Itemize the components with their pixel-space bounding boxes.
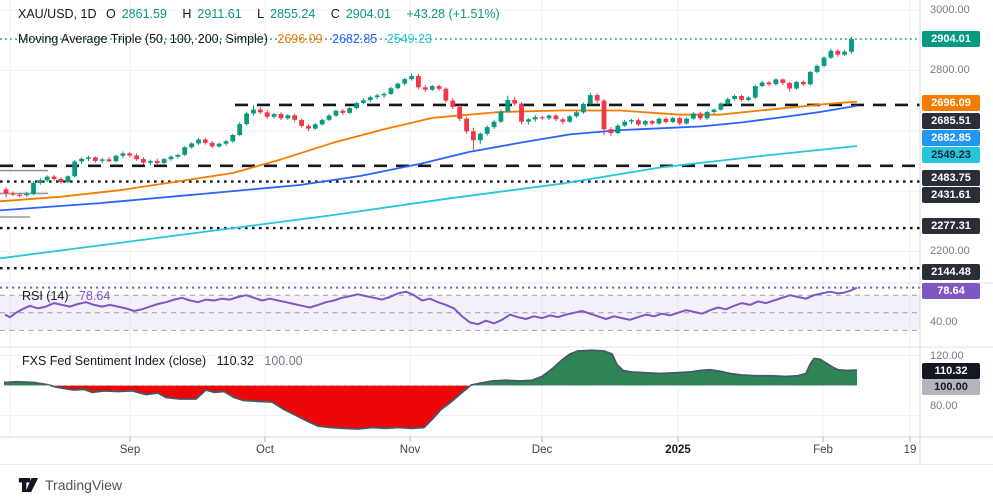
price-badge: 2904.01	[922, 31, 980, 47]
price-badge: 2696.09	[922, 95, 980, 111]
tradingview-attribution[interactable]: TradingView	[18, 476, 122, 494]
tradingview-logo-icon	[18, 478, 39, 492]
price-badge: 2483.75	[922, 169, 980, 186]
symbol-legend-row[interactable]: XAU/USD, 1D O 2861.59 H 2911.61 L 2855.24 C…	[18, 7, 506, 21]
rsi-legend-row[interactable]: RSI (14) 78.64	[22, 289, 110, 303]
time-axis-label: 19	[903, 444, 917, 456]
time-axis-label: Oct	[256, 444, 274, 456]
price-badge: 2277.31	[922, 218, 980, 234]
price-badge: 100.00	[922, 378, 980, 395]
price-badge: 2682.85	[922, 129, 980, 146]
scale-label: 2200.00	[930, 245, 970, 258]
fxs-value: 110.32	[216, 354, 254, 368]
ma-indicator-title: Moving Average Triple (50, 100, 200, Sim…	[18, 32, 268, 46]
time-axis-label: 2025	[665, 444, 691, 456]
rsi-value: 78.64	[79, 289, 111, 303]
price-badge: 2549.23	[922, 146, 980, 163]
symbol-title: XAU/USD, 1D	[18, 7, 97, 21]
time-axis-label: Nov	[399, 444, 421, 456]
time-axis-label: Dec	[531, 444, 553, 456]
price-badge: 78.64	[922, 283, 980, 299]
scale-label: 40.00	[930, 315, 958, 328]
ohlc-open: O 2861.59	[105, 7, 167, 21]
price-badge: 2685.51	[922, 112, 980, 129]
fxs-indicator-title: FXS Fed Sentiment Index (close)	[22, 354, 207, 368]
ohlc-low: L 2855.24	[257, 7, 316, 21]
scale-label: 3000.00	[930, 4, 970, 16]
ma100-value: 2682.85	[332, 32, 378, 46]
ohlc-close: C 2904.01	[330, 7, 392, 21]
fxs-legend-row[interactable]: FXS Fed Sentiment Index (close) 110.32 1…	[22, 354, 303, 368]
price-badge: 110.32	[922, 363, 980, 379]
time-axis-label: Sep	[119, 444, 141, 456]
time-axis-label: Feb	[813, 444, 833, 456]
rsi-indicator-title: RSI (14)	[22, 289, 69, 303]
price-change: +43.28 (+1.51%)	[406, 7, 500, 21]
ma50-value: 2696.09	[277, 32, 323, 46]
fxs-baseline-value: 100.00	[264, 354, 303, 368]
scale-label: 2800.00	[930, 64, 970, 77]
price-badge: 2431.61	[922, 187, 980, 203]
ma200-value: 2549.23	[386, 32, 432, 46]
scale-label: 120.00	[930, 349, 964, 362]
tradingview-brand-text: TradingView	[45, 477, 123, 493]
ma-legend-row[interactable]: Moving Average Triple (50, 100, 200, Sim…	[18, 32, 438, 46]
price-badge: 2144.48	[922, 264, 980, 280]
scale-label: 80.00	[930, 400, 958, 412]
ohlc-high: H 2911.61	[182, 7, 242, 21]
